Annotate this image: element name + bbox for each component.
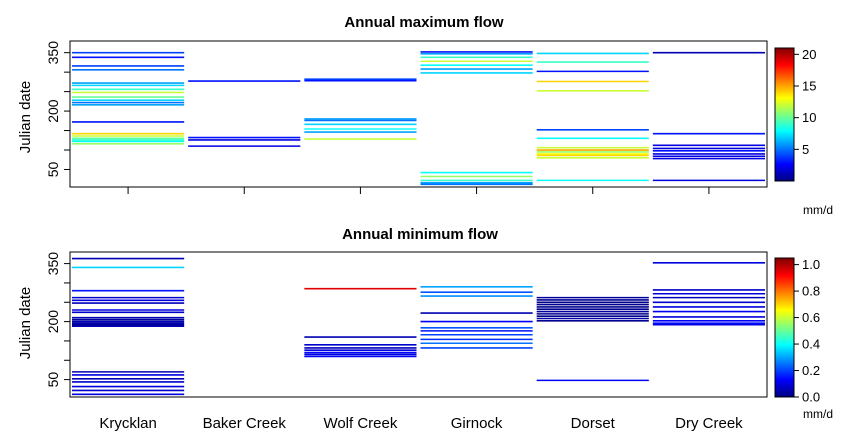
colorbar-tick-label: 10 <box>802 110 816 125</box>
plot-frame-min <box>69 251 768 398</box>
colorbar-tick-label: 0.2 <box>802 363 820 378</box>
panel-annual-maximum: Annual maximum flow Julian date 50 200 350… <box>17 14 833 217</box>
y-axis-max: 50 200 350 <box>45 41 70 177</box>
colorbar-tick-label: 20 <box>802 47 816 62</box>
colorbar-unit-max: mm/d <box>803 203 833 217</box>
category-label-dry-creek: Dry Creek <box>675 415 743 432</box>
colorbar-tick-label: 0.8 <box>802 284 820 299</box>
panel-annual-minimum: Annual minimum flow Julian date 50 200 350… <box>17 226 833 421</box>
panel-title-max: Annual maximum flow <box>344 14 504 31</box>
y-axis-min: 50 200 350 <box>45 252 70 388</box>
colorbar-max: 5 10 15 20 <box>774 47 816 182</box>
category-label-krycklan: Krycklan <box>99 415 157 432</box>
category-label-dorset: Dorset <box>571 415 616 432</box>
colorbar-gradient <box>774 47 795 182</box>
y-axis-label-min: Julian date <box>17 287 34 360</box>
category-label-baker-creek: Baker Creek <box>203 415 287 432</box>
colorbar-tick-label: 0.0 <box>802 390 820 405</box>
colorbar-gradient <box>774 257 795 398</box>
flow-lines-min <box>72 257 765 396</box>
category-label-girnock: Girnock <box>451 415 503 432</box>
colorbar-tick-label: 5 <box>802 142 809 157</box>
plot-frame-max <box>69 40 768 188</box>
y-tick-label: 350 <box>45 252 61 276</box>
colorbar-tick-label: 1.0 <box>802 257 820 272</box>
y-tick-label: 200 <box>45 310 61 334</box>
y-tick-label: 50 <box>45 372 61 388</box>
x-ticks-max <box>127 187 710 194</box>
colorbar-tick-label: 0.4 <box>802 337 820 352</box>
y-tick-label: 350 <box>45 41 61 65</box>
colorbar-tick-label: 15 <box>802 79 816 94</box>
y-tick-label: 200 <box>45 99 61 123</box>
category-label-wolf-creek: Wolf Creek <box>323 415 397 432</box>
colorbar-unit-min: mm/d <box>803 407 833 421</box>
y-tick-label: 50 <box>45 161 61 177</box>
colorbar-tick-label: 0.6 <box>802 310 820 325</box>
y-axis-label-max: Julian date <box>17 81 34 154</box>
flow-lines-max <box>72 51 765 186</box>
category-labels: Krycklan Baker Creek Wolf Creek Girnock Dors… <box>99 415 743 432</box>
panel-title-min: Annual minimum flow <box>342 226 498 243</box>
colorbar-min: 0.0 0.2 0.4 0.6 0.8 1.0 <box>774 257 820 405</box>
